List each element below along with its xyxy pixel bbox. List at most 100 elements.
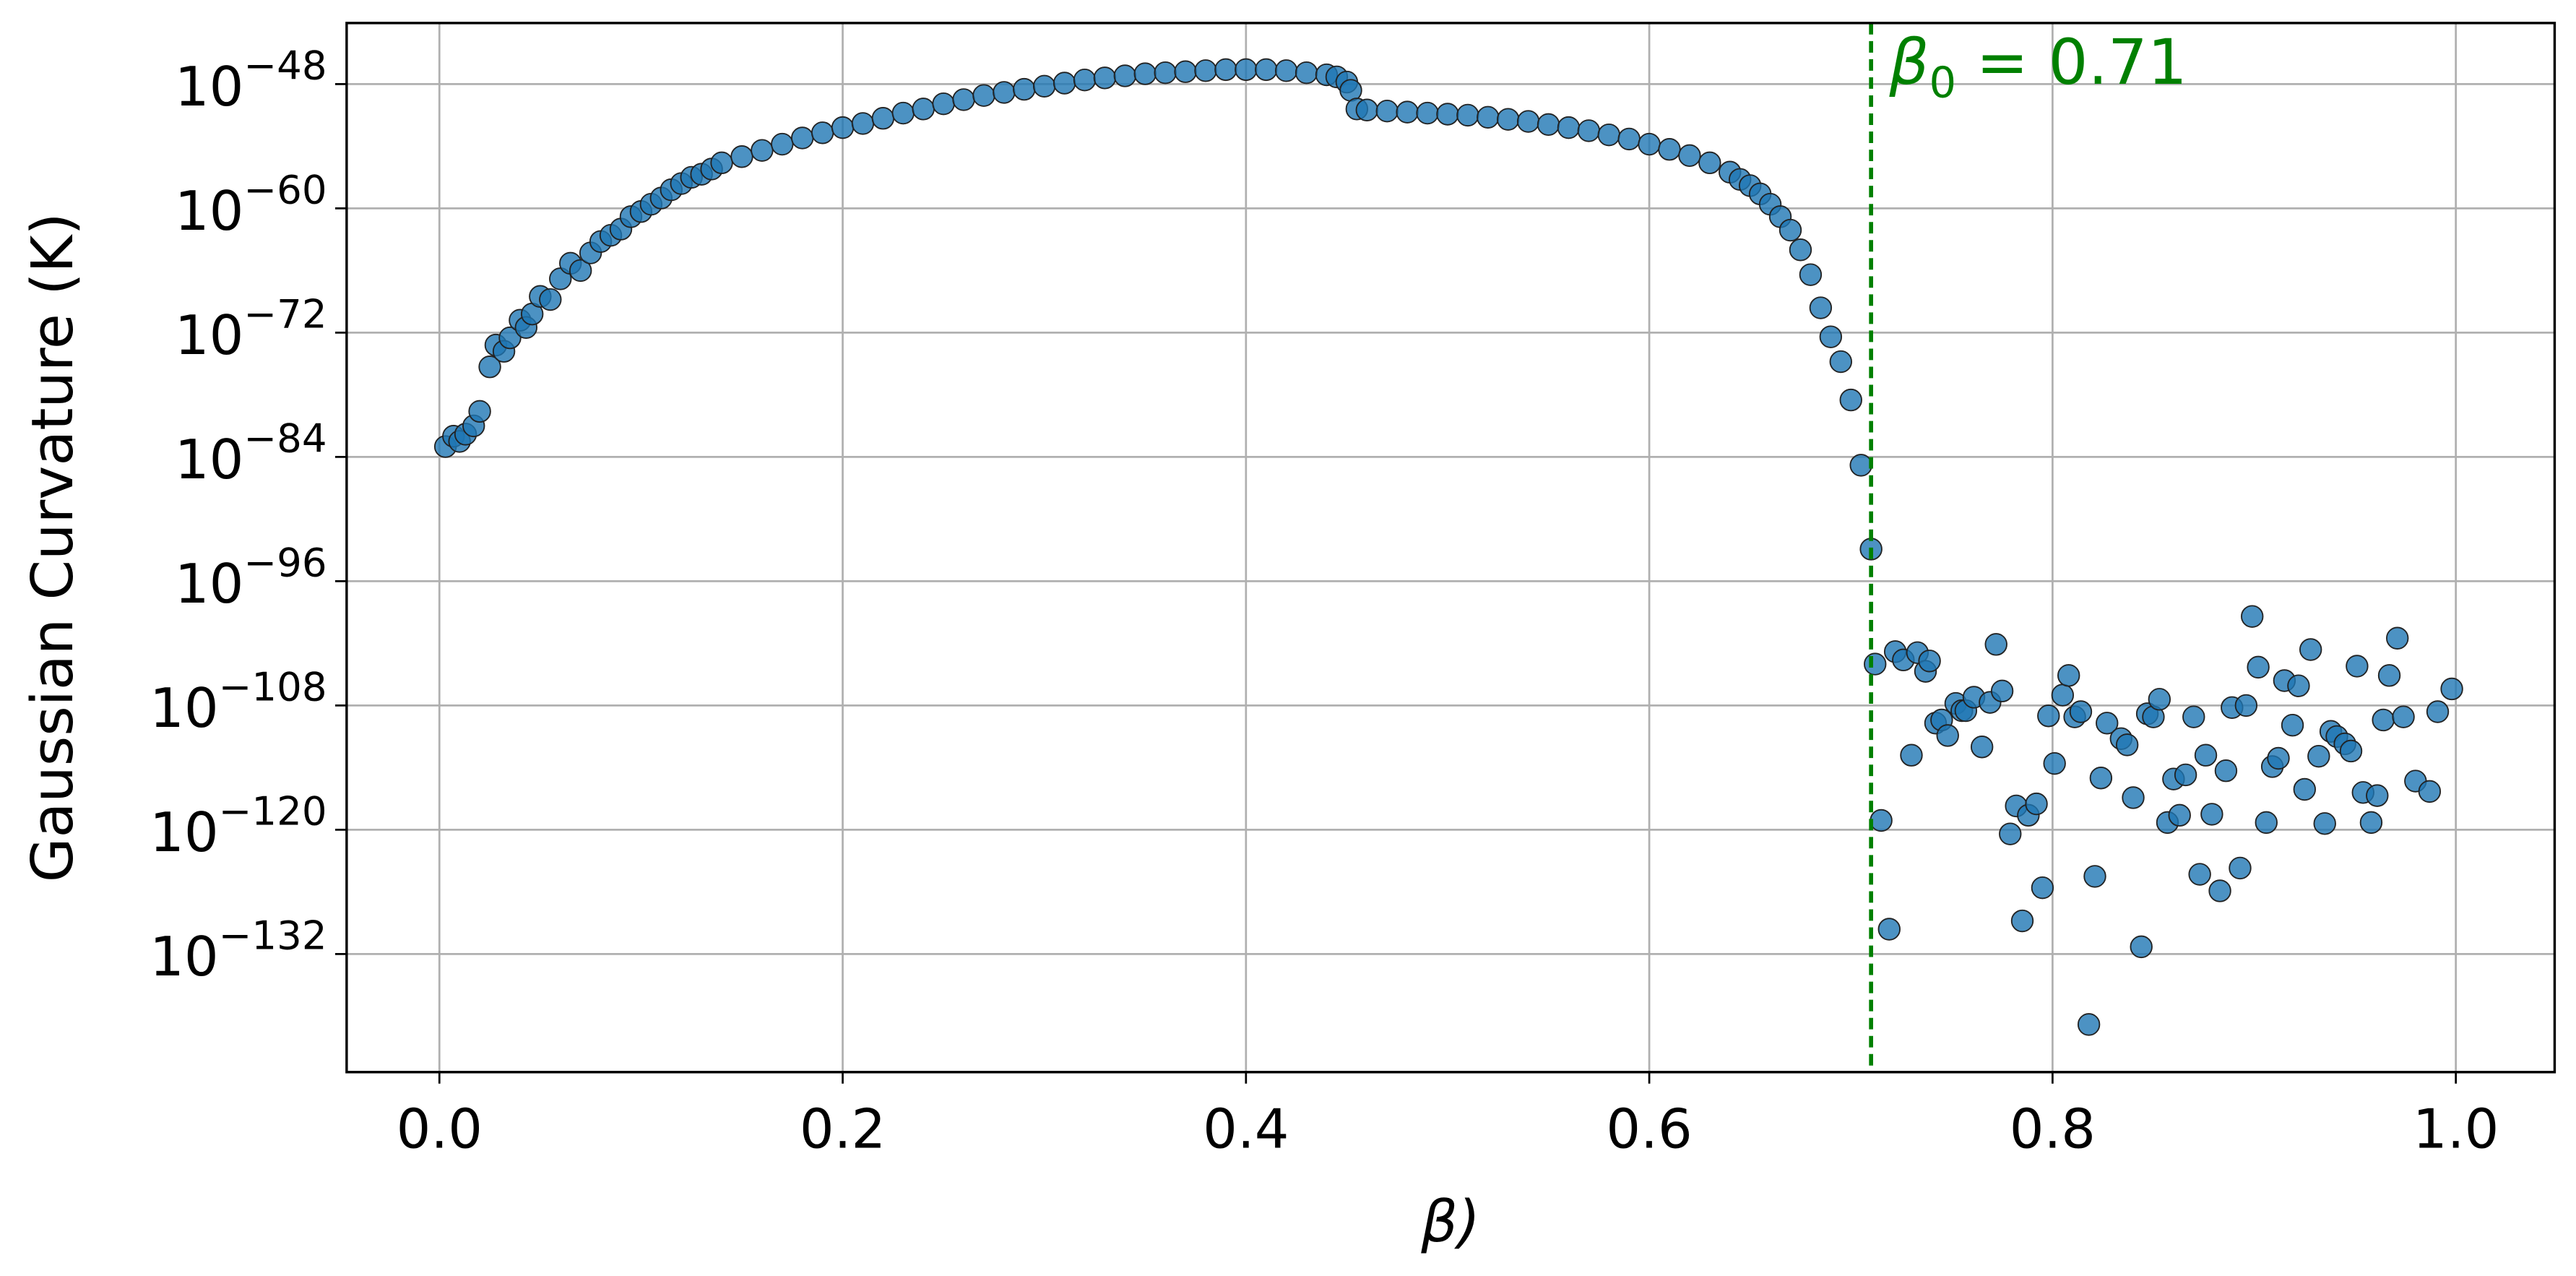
data-point — [2377, 664, 2401, 687]
data-point — [1984, 633, 2007, 656]
data-point — [2313, 812, 2336, 835]
data-point — [1255, 58, 1278, 82]
data-point — [1557, 116, 1581, 139]
data-point — [2267, 746, 2290, 770]
data-point — [1678, 144, 1701, 168]
y-tick-label: 10−132 — [150, 913, 327, 988]
data-point — [1416, 101, 1439, 125]
data-point — [2214, 759, 2238, 783]
data-point — [1274, 59, 1298, 82]
beta0-value: = 0.71 — [1956, 27, 2187, 99]
data-point — [1829, 350, 1852, 374]
data-point — [751, 139, 774, 162]
beta0-symbol: β — [1888, 27, 1929, 99]
data-point — [1154, 61, 1177, 85]
data-point — [2346, 655, 2369, 678]
data-point — [1839, 388, 1862, 412]
data-point — [2255, 811, 2278, 835]
y-tick-base: 10 — [175, 55, 243, 118]
data-point — [952, 88, 975, 111]
data-point — [2051, 684, 2075, 707]
data-point — [2077, 1013, 2101, 1036]
data-point — [2307, 744, 2330, 768]
data-point — [912, 98, 935, 121]
data-point — [1355, 98, 1378, 121]
data-point — [2010, 909, 2034, 933]
beta0-annotation: β0 = 0.71 — [1888, 27, 2187, 107]
data-point — [1477, 105, 1500, 129]
data-point — [2188, 863, 2211, 886]
x-axis-label: β) — [1420, 1188, 1480, 1255]
data-point — [993, 81, 1016, 104]
data-point — [1990, 679, 2014, 703]
data-point — [1396, 100, 1419, 124]
data-point — [2339, 739, 2363, 763]
data-point — [2148, 688, 2171, 711]
data-point — [1778, 218, 1802, 242]
data-point — [2069, 700, 2093, 723]
data-point — [2037, 704, 2060, 728]
data-point — [851, 112, 875, 135]
y-tick-exponent: −48 — [243, 43, 327, 89]
y-tick-label: 10−48 — [175, 43, 327, 118]
data-point — [2122, 786, 2145, 809]
y-axis-ticks: 10−4810−6010−7210−8410−9610−10810−12010−… — [150, 43, 347, 988]
data-point — [1174, 60, 1197, 83]
data-point — [569, 259, 592, 283]
data-point — [1617, 127, 1641, 151]
y-tick-label: 10−84 — [175, 415, 327, 491]
data-point — [1870, 809, 1893, 832]
data-point — [2025, 792, 2048, 816]
data-point — [1032, 74, 1056, 98]
data-point — [1497, 108, 1520, 131]
data-point — [1436, 103, 1459, 126]
data-point — [1536, 113, 1560, 137]
y-tick-exponent: −96 — [243, 540, 327, 586]
data-point — [498, 326, 522, 350]
y-tick-base: 10 — [175, 303, 243, 367]
x-tick-label: 0.8 — [2010, 1097, 2096, 1160]
data-point — [1295, 61, 1318, 85]
data-point — [2168, 803, 2191, 827]
data-point — [1113, 64, 1137, 87]
grid — [346, 22, 2555, 1072]
data-point — [1073, 68, 1097, 92]
data-point — [1235, 58, 1258, 82]
y-tick-base: 10 — [150, 801, 218, 864]
data-point — [2372, 708, 2395, 732]
data-point — [1799, 263, 1823, 286]
y-tick-label: 10−96 — [175, 540, 327, 616]
data-point — [2057, 664, 2080, 687]
y-axis-label: Gaussian Curvature (K) — [19, 212, 86, 882]
data-point — [2174, 763, 2197, 787]
data-point — [932, 92, 955, 116]
data-point — [771, 132, 794, 156]
data-point — [2182, 705, 2205, 728]
data-point — [478, 355, 501, 379]
data-point — [1698, 151, 1721, 175]
data-point — [2247, 655, 2270, 679]
data-points — [433, 58, 2463, 1036]
data-point — [2418, 780, 2442, 803]
data-point — [2194, 743, 2218, 767]
y-tick-base: 10 — [150, 925, 218, 988]
data-point — [1638, 132, 1661, 156]
data-point — [1849, 454, 1872, 477]
data-point — [1013, 77, 1036, 101]
data-point — [2281, 713, 2304, 737]
data-point — [2392, 705, 2415, 728]
y-tick-exponent: −120 — [219, 788, 327, 835]
data-point — [1194, 59, 1217, 82]
x-tick-label: 0.6 — [1606, 1097, 1692, 1160]
data-point — [2234, 694, 2258, 717]
y-tick-exponent: −108 — [219, 664, 327, 710]
data-point — [2208, 879, 2231, 902]
data-point — [1516, 110, 1540, 133]
data-point — [1789, 238, 1812, 262]
data-point — [2031, 876, 2054, 900]
x-tick-label: 1.0 — [2413, 1097, 2499, 1160]
y-tick-label: 10−72 — [175, 291, 327, 367]
y-tick-label: 10−108 — [150, 664, 327, 740]
data-point — [2299, 638, 2322, 661]
